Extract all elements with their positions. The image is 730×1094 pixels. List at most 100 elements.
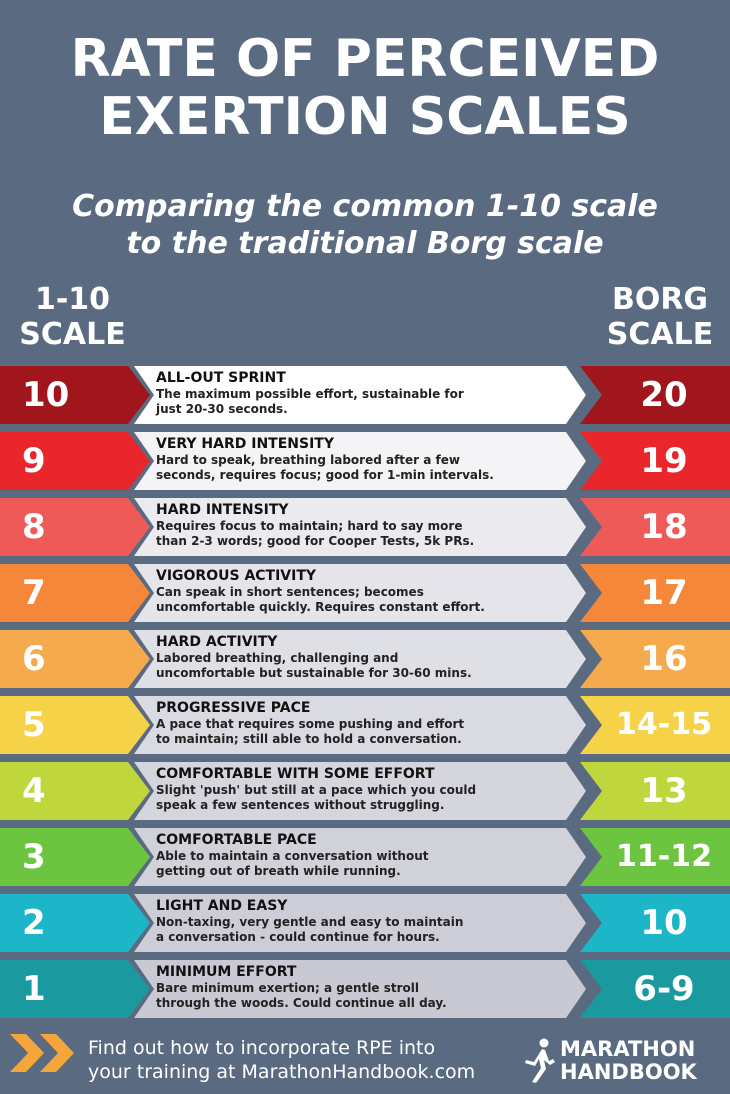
level-description: PROGRESSIVE PACE A pace that requires som… [134,696,586,754]
level-detail: The maximum possible effort, sustainable… [156,387,566,417]
scale-row: 7 VIGOROUS ACTIVITY Can speak in short sen… [0,564,730,622]
borg-scale-header: BORG SCALE [600,282,720,352]
logo-line-2: HANDBOOK [560,1060,697,1084]
logo-wordmark: MARATHON HANDBOOK [560,1038,697,1084]
title-line-2: EXERTION SCALES [99,87,631,147]
level-detail-line-1: Bare minimum exertion; a gentle stroll [156,981,420,995]
level-heading: VERY HARD INTENSITY [156,436,334,452]
level-heading: PROGRESSIVE PACE [156,700,311,716]
level-description: VERY HARD INTENSITY Hard to speak, breath… [134,432,586,490]
level-detail: Able to maintain a conversation without g… [156,849,566,879]
level-detail-line-2: just 20-30 seconds. [156,402,288,416]
level-detail-line-2: a conversation - could continue for hour… [156,930,440,944]
scale-row: 9 VERY HARD INTENSITY Hard to speak, breat… [0,432,730,490]
borg-value: 13 [580,762,730,820]
borg-value: 14-15 [580,696,730,754]
rpe-level: 7 [0,564,150,622]
level-heading: ALL-OUT SPRINT [156,370,286,386]
level-detail: Requires focus to maintain; hard to say … [156,519,566,549]
level-heading: MINIMUM EFFORT [156,964,297,980]
borg-value: 20 [580,366,730,424]
level-detail-line-2: speak a few sentences without struggling… [156,798,445,812]
runner-icon [525,1038,555,1083]
level-detail-line-1: Able to maintain a conversation without [156,849,429,863]
rpe-level: 1 [0,960,150,1018]
level-detail-line-1: Can speak in short sentences; becomes [156,585,424,599]
borg-value: 16 [580,630,730,688]
rpe-level: 2 [0,894,150,952]
borg-value: 10 [580,894,730,952]
right-header-line-2: SCALE [606,317,714,352]
rpe-level: 8 [0,498,150,556]
level-detail-line-2: to maintain; still able to hold a conver… [156,732,462,746]
level-description: VIGOROUS ACTIVITY Can speak in short sent… [134,564,586,622]
footer-line-1: Find out how to incorporate RPE into [88,1037,436,1059]
title-line-1: RATE OF PERCEIVED [70,29,660,89]
level-description: HARD INTENSITY Requires focus to maintain… [134,498,586,556]
level-detail: Can speak in short sentences; becomes unc… [156,585,566,615]
footer-cta: Find out how to incorporate RPE into you… [88,1036,475,1084]
subtitle-line-2: to the traditional Borg scale [126,226,604,261]
scale-row: 2 LIGHT AND EASY Non-taxing, very gentle a… [0,894,730,952]
level-heading: COMFORTABLE PACE [156,832,317,848]
left-header-line-2: SCALE [19,317,126,352]
level-detail: A pace that requires some pushing and ef… [156,717,566,747]
borg-value: 6-9 [580,960,730,1018]
marathon-handbook-logo: MARATHON HANDBOOK [522,1036,722,1086]
level-detail: Slight 'push' but still at a pace which … [156,783,566,813]
level-description: HARD ACTIVITY Labored breathing, challeng… [134,630,586,688]
level-detail-line-2: seconds, requires focus; good for 1-min … [156,468,494,482]
chevron-right-icon [10,1034,74,1072]
level-heading: HARD INTENSITY [156,502,289,518]
level-detail-line-2: through the woods. Could continue all da… [156,996,447,1010]
level-heading: VIGOROUS ACTIVITY [156,568,317,584]
borg-value: 19 [580,432,730,490]
level-heading: LIGHT AND EASY [156,898,288,914]
scale-row: 3 COMFORTABLE PACE Able to maintain a conv… [0,828,730,886]
left-header-line-1: 1-10 [34,282,111,317]
level-detail-line-1: Hard to speak, breathing labored after a… [156,453,460,467]
rpe-level: 3 [0,828,150,886]
level-heading: HARD ACTIVITY [156,634,278,650]
level-description: MINIMUM EFFORT Bare minimum exertion; a g… [134,960,586,1018]
level-detail-line-2: than 2-3 words; good for Cooper Tests, 5… [156,534,475,548]
level-detail-line-2: uncomfortable but sustainable for 30-60 … [156,666,472,680]
right-header-line-1: BORG [611,282,709,317]
level-detail: Non-taxing, very gentle and easy to main… [156,915,566,945]
page-title: RATE OF PERCEIVED EXERTION SCALES [0,30,730,146]
level-detail-line-1: Requires focus to maintain; hard to say … [156,519,463,533]
borg-value: 18 [580,498,730,556]
footer-line-2: your training at MarathonHandbook.com [88,1061,476,1083]
borg-value: 17 [580,564,730,622]
level-detail-line-1: A pace that requires some pushing and ef… [156,717,465,731]
level-detail-line-1: The maximum possible effort, sustainable… [156,387,464,401]
scale-row: 1 MINIMUM EFFORT Bare minimum exertion; a … [0,960,730,1018]
rpe-level: 10 [0,366,150,424]
borg-value: 11-12 [580,828,730,886]
level-description: COMFORTABLE WITH SOME EFFORT Slight 'push… [134,762,586,820]
rpe-level: 5 [0,696,150,754]
level-description: ALL-OUT SPRINT The maximum possible effor… [134,366,586,424]
scale-row: 5 PROGRESSIVE PACE A pace that requires so… [0,696,730,754]
level-detail: Labored breathing, challenging and uncomf… [156,651,566,681]
scale-row: 8 HARD INTENSITY Requires focus to maintai… [0,498,730,556]
scale-row: 6 HARD ACTIVITY Labored breathing, challen… [0,630,730,688]
level-detail-line-1: Non-taxing, very gentle and easy to main… [156,915,464,929]
level-detail-line-1: Labored breathing, challenging and [156,651,399,665]
rpe-level: 9 [0,432,150,490]
level-detail-line-1: Slight 'push' but still at a pace which … [156,783,477,797]
level-detail-line-2: uncomfortable quickly. Requires constant… [156,600,485,614]
page-subtitle: Comparing the common 1-10 scale to the t… [0,188,730,262]
one-to-ten-scale-header: 1-10 SCALE [10,282,135,352]
level-detail: Hard to speak, breathing labored after a… [156,453,566,483]
scale-row: 4 COMFORTABLE WITH SOME EFFORT Slight 'pus… [0,762,730,820]
subtitle-line-1: Comparing the common 1-10 scale [72,189,658,224]
level-heading: COMFORTABLE WITH SOME EFFORT [156,766,435,782]
level-detail-line-2: getting out of breath while running. [156,864,401,878]
logo-line-1: MARATHON [560,1037,696,1061]
level-detail: Bare minimum exertion; a gentle stroll th… [156,981,566,1011]
rpe-level: 4 [0,762,150,820]
level-description: COMFORTABLE PACE Able to maintain a conve… [134,828,586,886]
level-description: LIGHT AND EASY Non-taxing, very gentle an… [134,894,586,952]
scale-row: 10 ALL-OUT SPRINT The maximum possible eff… [0,366,730,424]
